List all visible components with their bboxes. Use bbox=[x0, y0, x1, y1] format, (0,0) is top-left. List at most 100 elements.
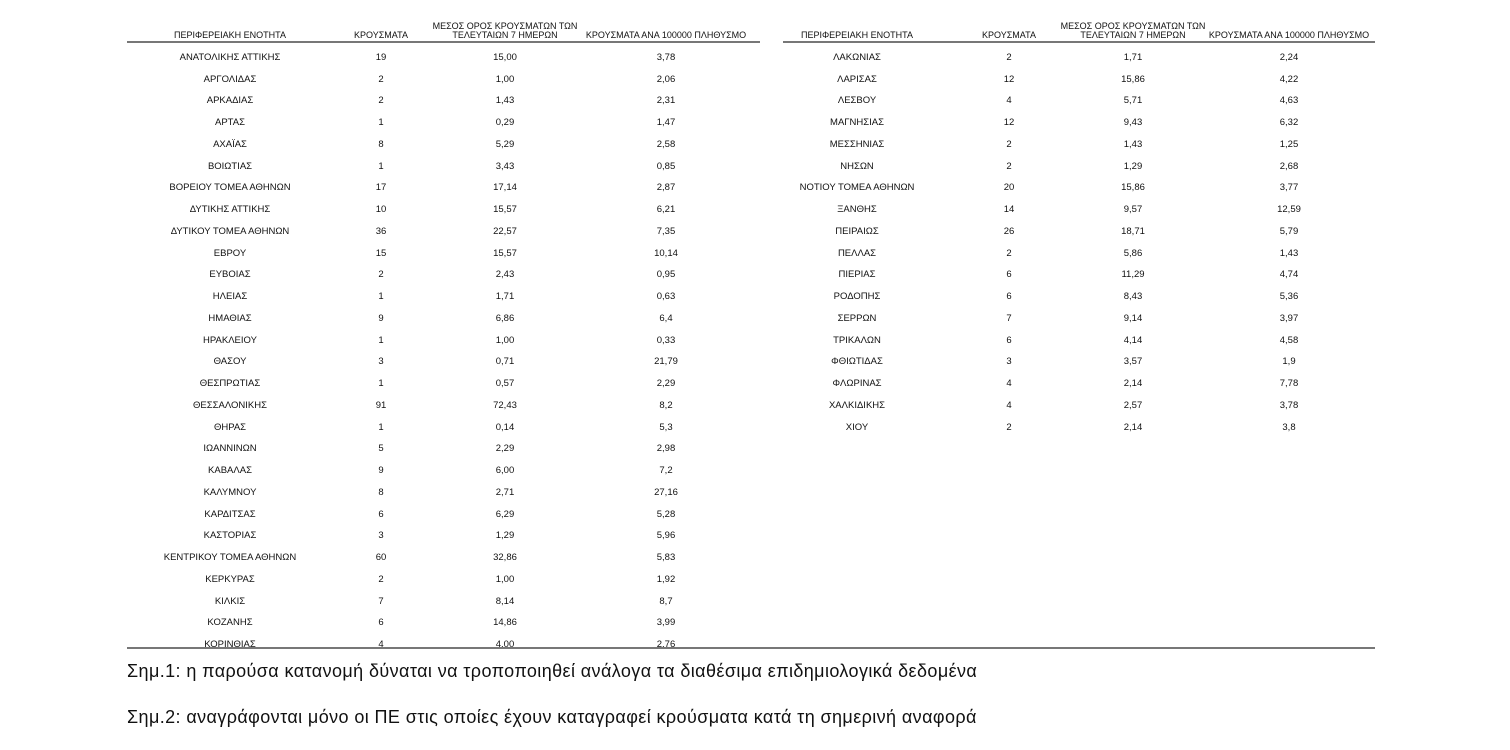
table-row: ΜΕΣΣΗΝΙΑΣ 2 1,43 1,25 bbox=[783, 135, 1375, 157]
cell-avg-7days: 1,71 bbox=[1123, 52, 1143, 63]
header-cases: ΚΡΟΥΣΜΑΤΑ bbox=[982, 30, 1036, 40]
cell-avg-7days: 1,00 bbox=[495, 73, 515, 85]
cell-region: ΚΙΛΚΙΣ bbox=[214, 595, 246, 607]
cell-cases: 8 bbox=[378, 138, 384, 150]
cell-avg-7days: 1,29 bbox=[1123, 160, 1143, 172]
table-row: ΠΙΕΡΙΑΣ 6 11,29 4,74 bbox=[783, 265, 1375, 287]
cell-region: ΑΡΤΑΣ bbox=[215, 117, 245, 129]
table-row: ΣΕΡΡΩΝ 7 9,14 3,97 bbox=[783, 309, 1375, 331]
table-row: ΙΩΑΝΝΙΝΩΝ 5 2,29 2,98 bbox=[127, 439, 760, 461]
cell-per100k: 12,59 bbox=[1277, 204, 1301, 216]
header-cases: ΚΡΟΥΣΜΑΤΑ bbox=[354, 30, 408, 40]
table-row: ΑΝΑΤΟΛΙΚΗΣ ΑΤΤΙΚΗΣ 19 15,00 3,78 bbox=[127, 48, 760, 70]
cell-per100k: 4,74 bbox=[1279, 269, 1299, 281]
cell-avg-7days: 6,29 bbox=[495, 508, 515, 520]
cell-avg-7days: 2,14 bbox=[1123, 421, 1143, 433]
cell-per100k: 1,43 bbox=[1279, 247, 1299, 259]
table-row: ΝΟΤΙΟΥ ΤΟΜΕΑ ΑΘΗΝΩΝ 20 15,86 3,77 bbox=[783, 178, 1375, 200]
cell-region: ΚΟΡΙΝΘΙΑΣ bbox=[204, 638, 256, 648]
cell-per100k: 5,79 bbox=[1279, 225, 1299, 237]
cell-per100k: 6,4 bbox=[659, 312, 673, 324]
cell-region: ΚΕΡΚΥΡΑΣ bbox=[205, 573, 255, 585]
cell-cases: 3 bbox=[378, 356, 384, 368]
cell-region: ΠΙΕΡΙΑΣ bbox=[838, 269, 876, 281]
cell-region: ΦΘΙΩΤΙΔΑΣ bbox=[831, 356, 883, 368]
cell-cases: 3 bbox=[378, 530, 384, 542]
cell-region: ΛΕΣΒΟΥ bbox=[837, 95, 877, 107]
cell-avg-7days: 2,29 bbox=[495, 443, 515, 455]
cell-avg-7days: 1,00 bbox=[495, 573, 515, 585]
cell-per100k: 4,22 bbox=[1279, 73, 1299, 85]
cell-region: ΝΗΣΩΝ bbox=[840, 160, 874, 172]
cell-region: ΚΑΛΥΜΝΟΥ bbox=[203, 486, 257, 498]
table-row: ΚΑΣΤΟΡΙΑΣ 3 1,29 5,96 bbox=[127, 526, 760, 548]
cell-cases: 1 bbox=[378, 334, 384, 346]
cell-avg-7days: 2,43 bbox=[495, 269, 515, 281]
table-row: ΚΕΝΤΡΙΚΟΥ ΤΟΜΕΑ ΑΘΗΝΩΝ 60 32,86 5,83 bbox=[127, 548, 760, 570]
cell-cases: 15 bbox=[375, 247, 387, 259]
cases-table-right: ΠΕΡΙΦΕΡΕΙΑΚΗ ΕΝΟΤΗΤΑ ΚΡΟΥΣΜΑΤΑ ΜΕΣΟΣ ΟΡΟ… bbox=[783, 18, 1375, 648]
cell-region: ΗΡΑΚΛΕΙΟΥ bbox=[203, 334, 257, 346]
cell-region: ΗΜΑΘΙΑΣ bbox=[208, 312, 252, 324]
cell-region: ΡΟΔΟΠΗΣ bbox=[833, 291, 881, 303]
cell-per100k: 6,21 bbox=[656, 204, 676, 216]
table-row: ΘΕΣΠΡΩΤΙΑΣ 1 0,57 2,29 bbox=[127, 374, 760, 396]
cell-avg-7days: 15,86 bbox=[1121, 73, 1145, 85]
table-row: ΜΑΓΝΗΣΙΑΣ 12 9,43 6,32 bbox=[783, 113, 1375, 135]
cell-cases: 8 bbox=[378, 486, 384, 498]
cell-cases: 4 bbox=[1006, 399, 1012, 411]
cell-avg-7days: 5,86 bbox=[1123, 247, 1143, 259]
table-row: ΠΕΛΛΑΣ 2 5,86 1,43 bbox=[783, 244, 1375, 266]
cell-per100k: 1,92 bbox=[656, 573, 676, 585]
cell-cases: 3 bbox=[1006, 356, 1012, 368]
cell-cases: 6 bbox=[1006, 291, 1012, 303]
cell-cases: 4 bbox=[1006, 378, 1012, 390]
table-row: ΒΟΡΕΙΟΥ ΤΟΜΕΑ ΑΘΗΝΩΝ 17 17,14 2,87 bbox=[127, 178, 760, 200]
cell-per100k: 8,2 bbox=[659, 399, 673, 411]
cell-cases: 17 bbox=[375, 182, 387, 194]
cell-cases: 6 bbox=[1006, 269, 1012, 281]
cell-region: ΗΛΕΙΑΣ bbox=[212, 291, 248, 303]
cell-avg-7days: 0,14 bbox=[495, 421, 515, 433]
cell-per100k: 2,76 bbox=[656, 638, 676, 648]
cell-region: ΚΕΝΤΡΙΚΟΥ ΤΟΜΕΑ ΑΘΗΝΩΝ bbox=[163, 552, 297, 564]
cell-cases: 6 bbox=[1006, 334, 1012, 346]
cell-cases: 12 bbox=[1003, 117, 1015, 129]
cell-region: ΔΥΤΙΚΟΥ ΤΟΜΕΑ ΑΘΗΝΩΝ bbox=[170, 225, 290, 237]
cell-per100k: 2,68 bbox=[1279, 160, 1299, 172]
cell-region: ΧΑΛΚΙΔΙΚΗΣ bbox=[828, 399, 886, 411]
cell-avg-7days: 9,43 bbox=[1123, 117, 1143, 129]
cell-per100k: 4,63 bbox=[1279, 95, 1299, 107]
cell-avg-7days: 6,86 bbox=[495, 312, 515, 324]
cell-per100k: 5,83 bbox=[656, 552, 676, 564]
cell-cases: 2 bbox=[378, 73, 384, 85]
cell-region: ΑΡΓΟΛΙΔΑΣ bbox=[203, 73, 257, 85]
cell-per100k: 7,2 bbox=[659, 465, 673, 477]
cell-per100k: 3,78 bbox=[656, 52, 676, 63]
cell-region: ΒΟΙΩΤΙΑΣ bbox=[207, 160, 253, 172]
table-row: ΠΕΙΡΑΙΩΣ 26 18,71 5,79 bbox=[783, 222, 1375, 244]
cell-per100k: 3,8 bbox=[1282, 421, 1296, 433]
cell-region: ΝΟΤΙΟΥ ΤΟΜΕΑ ΑΘΗΝΩΝ bbox=[799, 182, 915, 194]
cell-cases: 9 bbox=[378, 312, 384, 324]
cell-avg-7days: 0,29 bbox=[495, 117, 515, 129]
cell-cases: 1 bbox=[378, 160, 384, 172]
cell-per100k: 0,63 bbox=[656, 291, 676, 303]
cell-avg-7days: 9,14 bbox=[1123, 312, 1143, 324]
cell-avg-7days: 3,57 bbox=[1123, 356, 1143, 368]
table-row: ΚΑΒΑΛΑΣ 9 6,00 7,2 bbox=[127, 461, 760, 483]
header-per100k: ΚΡΟΥΣΜΑΤΑ ΑΝΑ 100000 ΠΛΗΘΥΣΜΟ bbox=[585, 30, 747, 40]
cell-region: ΑΝΑΤΟΛΙΚΗΣ ΑΤΤΙΚΗΣ bbox=[179, 52, 281, 63]
cell-avg-7days: 0,57 bbox=[495, 378, 515, 390]
cell-per100k: 2,31 bbox=[656, 95, 676, 107]
cell-cases: 2 bbox=[1006, 421, 1012, 433]
cell-region: ΜΕΣΣΗΝΙΑΣ bbox=[829, 138, 885, 150]
note-1: Σημ.1: η παρούσα κατανομή δύναται να τρο… bbox=[127, 661, 978, 681]
table-row: ΘΕΣΣΑΛΟΝΙΚΗΣ 91 72,43 8,2 bbox=[127, 396, 760, 418]
cell-avg-7days: 2,71 bbox=[495, 486, 515, 498]
header-avg-line2: ΤΕΛΕΥΤΑΙΩΝ 7 ΗΜΕΡΩΝ bbox=[452, 30, 558, 40]
cell-per100k: 1,47 bbox=[656, 117, 676, 129]
cell-cases: 1 bbox=[378, 117, 384, 129]
cell-region: ΠΕΙΡΑΙΩΣ bbox=[835, 225, 879, 237]
cell-avg-7days: 5,71 bbox=[1123, 95, 1143, 107]
